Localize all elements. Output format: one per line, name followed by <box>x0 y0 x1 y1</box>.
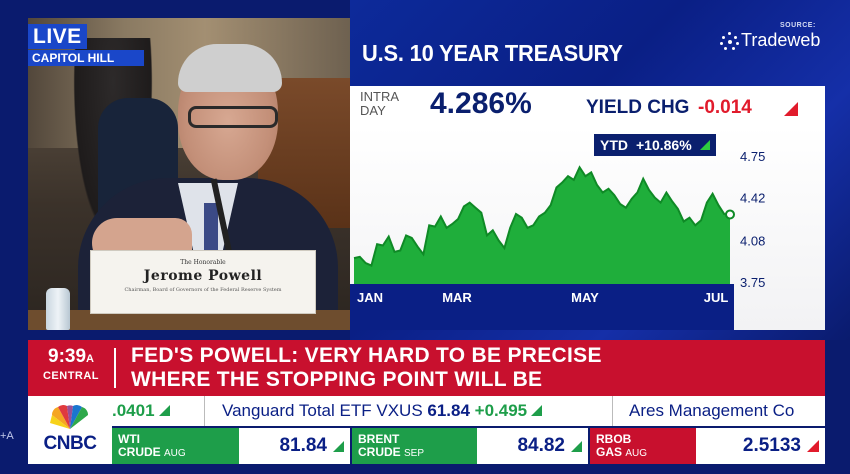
commodity-wti-sub: CRUDE <box>118 445 161 459</box>
ticker-item-change: +0.495 <box>474 401 528 420</box>
nameplate-honorable: The Honorable <box>180 259 226 266</box>
commodity-wti-month: AUG <box>164 448 186 459</box>
yield-change-label: YIELD CHG <box>586 97 690 118</box>
commodity-rbob-name: RBOB <box>596 432 632 446</box>
commodity-wti-name: WTI <box>118 432 140 446</box>
commodity-wti-label: WTI CRUDE AUG <box>112 428 239 464</box>
up-triangle-icon <box>158 405 170 416</box>
yield-change-value: -0.014 <box>698 97 752 118</box>
ticker-fragment: .0401 <box>112 401 170 421</box>
water-bottle <box>46 288 70 330</box>
commodity-brent: BRENT CRUDE SEP 84.82 <box>352 428 588 464</box>
x-tick-label: JUL <box>704 290 729 305</box>
x-tick-label: MAY <box>571 290 599 305</box>
ticker-item-symbol: VXUS <box>376 401 423 420</box>
commodity-rbob-month: AUG <box>625 448 648 459</box>
ticker-item: Vanguard Total ETF VXUS 61.84 +0.495 <box>222 401 543 421</box>
clock-time: 9:39 <box>48 346 87 367</box>
commodity-wti-value-box: 81.84 <box>239 428 350 464</box>
commodity-rbob-label: RBOB GAS AUG <box>590 428 696 464</box>
commodity-brent-sub: CRUDE <box>358 445 401 459</box>
commodity-wti: WTI CRUDE AUG 81.84 <box>112 428 350 464</box>
tradeweb-icon <box>720 31 739 50</box>
source-name: Tradeweb <box>741 30 821 50</box>
headline-line1: FED'S POWELL: VERY HARD TO BE PRECISE <box>131 344 602 367</box>
corner-mark: +A <box>0 430 14 442</box>
commodity-brent-month: SEP <box>404 448 425 459</box>
yield-area <box>354 167 730 284</box>
yield-line <box>353 165 731 267</box>
location-label: CAPITOL HILL <box>28 50 144 66</box>
ticker-divider <box>612 396 613 426</box>
y-tick-label: 4.08 <box>740 233 765 248</box>
ticker-fragment-value: .0401 <box>112 401 155 420</box>
speaker-glasses <box>188 106 278 128</box>
headline-line2: WHERE THE STOPPING POINT WILL BE <box>131 368 543 391</box>
y-tick-label: 3.75 <box>740 275 765 290</box>
clock-ampm: A <box>86 353 94 365</box>
quote-bar: INTRA DAY 4.286% YIELD CHG -0.014 <box>350 86 825 126</box>
current-value-marker <box>725 209 735 220</box>
y-tick-label: 4.75 <box>740 149 765 164</box>
nameplate-name: Jerome Powell <box>143 268 263 284</box>
live-badge: LIVE CAPITOL HILL <box>28 24 144 66</box>
ticker-next-item: Ares Management Co <box>629 401 795 420</box>
peacock-icon <box>50 405 89 429</box>
headline-divider <box>114 348 116 388</box>
clock: 9:39A <box>28 346 114 368</box>
x-tick-label: MAR <box>442 290 472 305</box>
ytd-value: +10.86% <box>636 137 692 153</box>
commodity-brent-name: BRENT <box>358 432 400 446</box>
stock-ticker: .0401 Vanguard Total ETF VXUS 61.84 +0.4… <box>112 396 825 426</box>
yield-value: 4.286% <box>430 87 532 120</box>
video-feed: The Honorable Jerome Powell Chairman, Bo… <box>28 18 350 330</box>
x-tick-label: JAN <box>357 290 383 305</box>
desk <box>28 310 350 330</box>
down-triangle-icon <box>807 440 819 452</box>
speaker-tie <box>204 203 218 263</box>
ticker-item-price: 61.84 <box>427 401 470 420</box>
source-label: SOURCE: <box>780 22 816 29</box>
commodity-brent-label: BRENT CRUDE SEP <box>352 428 477 464</box>
commodity-rbob-value: 2.5133 <box>742 435 801 456</box>
intraday-label: INTRA DAY <box>360 90 399 118</box>
ticker-item-name: Vanguard Total ETF <box>222 401 372 420</box>
change-triangle-icon <box>784 102 798 116</box>
up-triangle-icon <box>531 405 543 416</box>
timezone: CENTRAL <box>42 370 100 382</box>
commodity-rbob: RBOB GAS AUG 2.5133 <box>590 428 825 464</box>
ytd-label: YTD <box>600 137 628 153</box>
commodity-wti-value: 81.84 <box>279 435 327 456</box>
headline-text: FED'S POWELL: VERY HARD TO BE PRECISE WH… <box>131 344 602 392</box>
cnbc-wordmark: CNBC <box>43 433 97 454</box>
nameplate-title: Chairman, Board of Governors of the Fede… <box>124 287 282 293</box>
commodity-rbob-value-box: 2.5133 <box>696 428 825 464</box>
cnbc-logo: CNBC <box>28 396 112 464</box>
source-logo: Tradeweb <box>720 30 820 51</box>
chart-area: 4.75 4.42 4.08 3.75 JAN MAR MAY JUL YTD +10.86% <box>350 126 825 330</box>
commodity-rbob-sub: GAS <box>596 445 623 459</box>
up-triangle-icon <box>571 440 582 452</box>
intraday-label-line1: INTRA <box>360 89 399 104</box>
intraday-label-line2: DAY <box>360 103 386 118</box>
ytd-badge: YTD +10.86% <box>594 134 716 156</box>
nameplate: The Honorable Jerome Powell Chairman, Bo… <box>90 250 316 314</box>
y-tick-label: 4.42 <box>740 191 765 206</box>
commodity-brent-value: 84.82 <box>517 435 565 456</box>
x-axis-band <box>350 284 734 330</box>
yield-chart: 4.75 4.42 4.08 3.75 JAN MAR MAY JUL <box>350 149 765 330</box>
time-box: 9:39A CENTRAL <box>28 340 114 396</box>
headline-bar: 9:39A CENTRAL FED'S POWELL: VERY HARD TO… <box>28 340 825 396</box>
live-label: LIVE <box>28 24 87 49</box>
commodity-brent-value-box: 84.82 <box>477 428 588 464</box>
ticker-divider <box>204 396 205 426</box>
chart-title: U.S. 10 YEAR TREASURY <box>362 40 623 66</box>
up-triangle-icon <box>333 440 344 452</box>
speaker-hair <box>178 44 282 92</box>
ytd-triangle-icon <box>699 140 710 150</box>
